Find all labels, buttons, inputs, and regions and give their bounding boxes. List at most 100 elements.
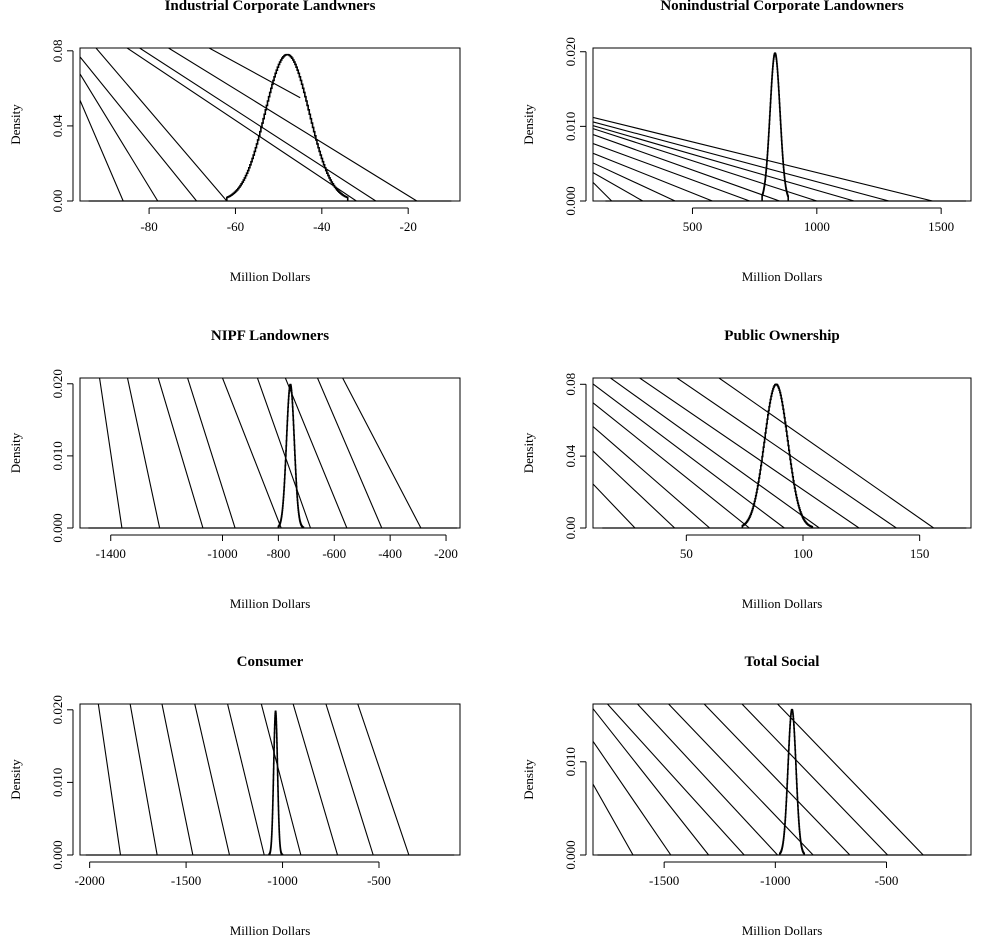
- panel-public-ownership-line: [593, 483, 636, 528]
- panel-consumer-density-curve: [268, 710, 284, 855]
- panel-nipf-landowners-title: NIPF Landowners: [211, 328, 329, 344]
- panel-consumer-y-tick-label: 0.020: [50, 695, 65, 724]
- panel-total-social: Total Social -1500 -1000 -500 Million Dollar…: [521, 654, 972, 937]
- panel-public-ownership-x-tick-label: 100: [793, 546, 813, 561]
- panel-nonindustrial-corporate-landowners-x-tick-label: 1500: [928, 219, 954, 234]
- panel-nipf-landowners-y-tick-label: 0.010: [50, 441, 65, 470]
- panel-public-ownership-y-tick-label: 0.08: [563, 373, 578, 396]
- panel-industrial-corporate-landwners-title: Industrial Corporate Landwners: [165, 0, 376, 14]
- panel-nonindustrial-corporate-landowners-line: [593, 152, 713, 201]
- panel-total-social-line: [607, 704, 745, 855]
- panel-industrial-corporate-landwners-line: [80, 56, 198, 201]
- panel-nonindustrial-corporate-landowners-line: [593, 134, 780, 201]
- panel-industrial-corporate-landwners-x-label: Million Dollars: [230, 269, 311, 284]
- panel-nonindustrial-corporate-landowners-y-tick-label: 0.020: [563, 37, 578, 66]
- panel-consumer-line: [325, 704, 374, 855]
- panel-public-ownership-x-label: Million Dollars: [742, 596, 823, 611]
- panel-total-social-y-tick-label: 0.000: [563, 840, 578, 869]
- panel-public-ownership-x-tick-label: 150: [910, 546, 930, 561]
- panel-public-ownership-line: [593, 402, 750, 528]
- panel-nonindustrial-corporate-landowners-line: [593, 181, 613, 201]
- panel-industrial-corporate-landwners-x-tick-label: -20: [400, 219, 417, 234]
- panel-public-ownership-line: [610, 378, 820, 528]
- panel-consumer-x-tick-label: -1000: [267, 873, 297, 888]
- panel-public-ownership-line: [676, 378, 897, 528]
- panel-consumer-line: [260, 704, 302, 855]
- panel-consumer-x-tick-label: -2000: [74, 873, 104, 888]
- panel-nipf-landowners-line: [256, 378, 312, 528]
- panel-total-social-y-tick-label: 0.010: [563, 747, 578, 776]
- panel-consumer-line: [292, 704, 339, 855]
- panel-nipf-landowners-x-label: Million Dollars: [230, 596, 311, 611]
- panel-industrial-corporate-landwners-line: [168, 48, 418, 201]
- panel-nipf-landowners-line: [284, 378, 348, 528]
- panel-total-social-line: [703, 704, 851, 855]
- panel-nipf-landowners-line: [187, 378, 236, 528]
- panel-nonindustrial-corporate-landowners-density-curve: [761, 52, 790, 201]
- panel-consumer: Consumer -2000 -1500 -1000 -500 Million Dolla…: [8, 654, 461, 937]
- panel-total-social-title: Total Social: [745, 654, 820, 670]
- panel-nipf-landowners-line: [316, 378, 383, 528]
- panel-consumer-y-tick-label: 0.000: [50, 840, 65, 869]
- panel-nonindustrial-corporate-landowners-line: [593, 125, 855, 201]
- panel-public-ownership-y-tick-label: 0.00: [563, 517, 578, 540]
- panel-nipf-landowners-y-tick-label: 0.020: [50, 369, 65, 398]
- panel-total-social-line: [777, 704, 924, 855]
- panel-industrial-corporate-landwners-y-tick-label: 0.08: [50, 39, 65, 62]
- panel-consumer-line: [161, 704, 194, 855]
- panel-nonindustrial-corporate-landowners-line: [593, 116, 933, 201]
- panel-nonindustrial-corporate-landowners-line: [593, 128, 817, 201]
- panel-total-social-line: [593, 708, 710, 855]
- panel-public-ownership-line: [593, 450, 676, 528]
- panel-public-ownership: Public Ownership 50 100 150 Million Dollars 0…: [521, 328, 972, 611]
- panel-industrial-corporate-landwners-line: [126, 48, 357, 201]
- panel-industrial-corporate-landwners-density-curve: [226, 53, 349, 201]
- panel-total-social-line: [741, 704, 889, 855]
- panel-public-ownership-title: Public Ownership: [724, 328, 839, 344]
- panel-nonindustrial-corporate-landowners-line: [593, 121, 890, 201]
- panel-industrial-corporate-landwners-y-label: Density: [8, 104, 23, 145]
- panel-consumer-title: Consumer: [237, 654, 304, 670]
- panel-public-ownership-density-curve: [741, 383, 814, 528]
- panel-nipf-landowners-line: [157, 378, 204, 528]
- panel-total-social-line: [668, 704, 814, 855]
- panel-nipf-landowners-line: [221, 378, 282, 528]
- panel-nonindustrial-corporate-landowners-x-label: Million Dollars: [742, 269, 823, 284]
- panel-industrial-corporate-landwners-line: [80, 99, 124, 201]
- panel-public-ownership-x-tick-label: 50: [680, 546, 693, 561]
- panel-industrial-corporate-landwners-frame: [79, 47, 461, 202]
- panel-public-ownership-y-tick-label: 0.04: [563, 444, 578, 467]
- panel-total-social-frame: [592, 703, 972, 856]
- panel-nipf-landowners-density-curve: [277, 383, 305, 528]
- panel-public-ownership-line: [593, 383, 785, 528]
- panel-public-ownership-line: [593, 426, 711, 528]
- panel-nipf-landowners-line: [126, 378, 161, 528]
- panel-total-social-x-tick-label: -1500: [649, 873, 679, 888]
- panel-nonindustrial-corporate-landowners-y-tick-label: 0.010: [563, 112, 578, 141]
- panel-total-social-x-label: Million Dollars: [742, 923, 823, 937]
- panel-consumer-line: [129, 704, 158, 855]
- panel-industrial-corporate-landwners-line: [80, 73, 159, 201]
- panel-nonindustrial-corporate-landowners-x-tick-label: 500: [683, 219, 703, 234]
- panel-industrial-corporate-landwners-x-tick-label: -80: [140, 219, 157, 234]
- panel-industrial-corporate-landwners-line: [139, 48, 377, 201]
- panel-industrial-corporate-landwners-line: [208, 48, 301, 99]
- panel-nonindustrial-corporate-landowners-line: [593, 143, 750, 201]
- panel-total-social-density-curve: [778, 708, 806, 855]
- panel-nonindustrial-corporate-landowners-line: [593, 172, 644, 201]
- panel-consumer-x-label: Million Dollars: [230, 923, 311, 937]
- panel-total-social-x-tick-label: -500: [875, 873, 899, 888]
- panel-total-social-line: [593, 783, 634, 855]
- panel-nipf-landowners: NIPF Landowners -1400 -1000 -800 -600 -400 -20…: [8, 328, 461, 611]
- panel-nipf-landowners-line: [99, 378, 123, 528]
- panel-nipf-landowners-line: [342, 378, 422, 528]
- panel-industrial-corporate-landwners-line: [95, 48, 228, 201]
- panel-nipf-landowners-x-tick-label: -200: [434, 546, 458, 561]
- panel-consumer-y-label: Density: [8, 759, 23, 800]
- panel-nonindustrial-corporate-landowners-y-label: Density: [521, 104, 536, 145]
- panel-nipf-landowners-x-tick-label: -1000: [207, 546, 237, 561]
- panel-nipf-landowners-frame: [79, 377, 461, 529]
- panel-total-social-y-label: Density: [521, 759, 536, 800]
- panel-consumer-x-tick-label: -1500: [171, 873, 201, 888]
